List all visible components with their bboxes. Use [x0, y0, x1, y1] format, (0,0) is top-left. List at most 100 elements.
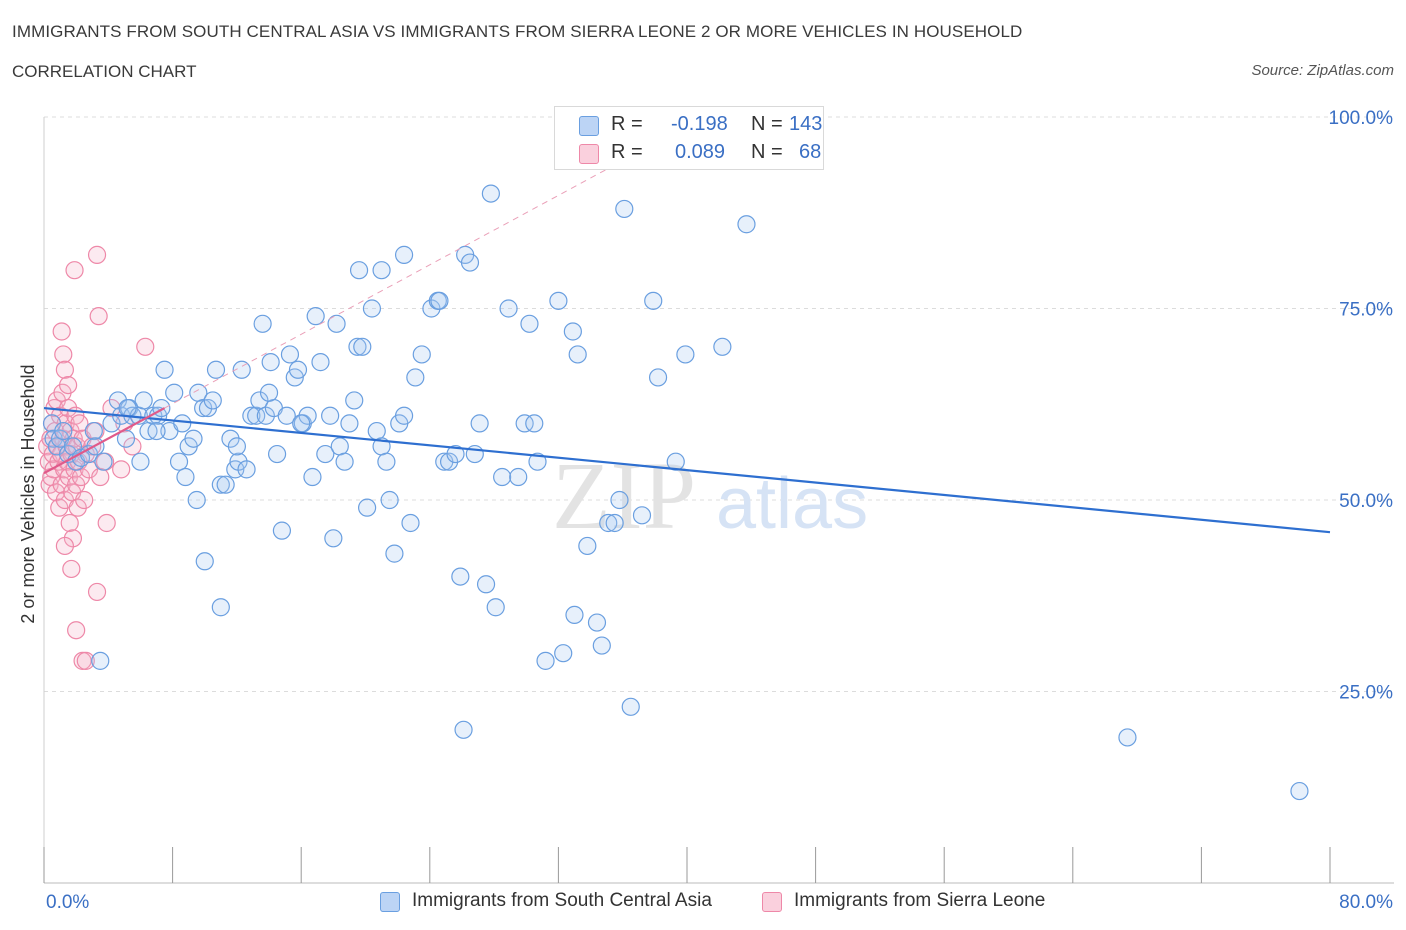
south-central-asia-point-126 — [131, 452, 150, 471]
south-central-asia-point-32 — [184, 429, 203, 448]
south-central-asia-point-74 — [367, 421, 386, 441]
south-central-asia-point-37 — [206, 360, 226, 379]
south-central-asia-point-124 — [91, 651, 110, 670]
series-sierra-leone-points — [38, 245, 155, 670]
legend-n-value: 143 — [789, 113, 823, 135]
south-central-asia-point-78 — [385, 544, 404, 563]
series-legend: Immigrants from South Central Asia Immig… — [0, 888, 1406, 916]
south-central-asia-point-39 — [216, 475, 235, 494]
south-central-asia-point-107 — [578, 536, 597, 556]
south-central-asia-point-89 — [451, 567, 470, 586]
sierra-leone-point-59 — [89, 307, 108, 326]
south-central-asia-point-73 — [362, 299, 382, 318]
legend-r-label: R = — [611, 113, 643, 135]
correlation-legend: R = -0.198 N = 143 R = 0.089 N = 68 — [554, 106, 824, 170]
sierra-leone-point-17 — [52, 475, 71, 494]
south-central-asia-point-91 — [460, 253, 480, 272]
sierra-leone-point-58 — [87, 245, 107, 264]
south-central-asia-point-67 — [335, 452, 354, 471]
south-central-asia-point-38 — [211, 475, 230, 494]
south-central-asia-point-65 — [324, 529, 343, 548]
south-central-asia-point-130 — [211, 598, 230, 617]
south-central-asia-point-16 — [116, 429, 136, 448]
legend-r-value: 0.089 — [675, 141, 726, 163]
south-central-asia-point-45 — [242, 406, 261, 425]
south-central-asia-point-34 — [194, 398, 213, 418]
sierra-leone-point-53 — [52, 322, 71, 341]
legend-r-value: -0.198 — [671, 113, 728, 135]
south-central-asia-point-48 — [253, 314, 272, 333]
south-central-asia-point-108 — [587, 613, 607, 632]
south-central-asia-point-93 — [470, 414, 489, 433]
south-central-asia-point-55 — [280, 345, 300, 364]
south-central-asia-point-10 — [84, 421, 103, 441]
south-central-asia-point-69 — [345, 391, 364, 410]
south-central-asia-point-119 — [676, 345, 695, 364]
south-central-asia-point-94 — [476, 575, 496, 594]
south-central-asia-point-62 — [311, 353, 330, 372]
sierra-leone-point-25 — [59, 398, 78, 418]
south-central-asia-point-71 — [353, 337, 372, 356]
watermark: ZIP atlas — [552, 442, 868, 549]
legend-n-value: 68 — [799, 141, 822, 163]
south-central-asia-point-50 — [261, 353, 280, 372]
sierra-leone-point-63 — [67, 621, 86, 640]
south-central-asia-point-123 — [1290, 781, 1309, 801]
south-central-asia-point-100 — [515, 414, 534, 433]
south-central-asia-point-30 — [176, 467, 195, 487]
south-central-asia-point-132 — [259, 383, 279, 402]
axes — [43, 117, 1394, 884]
south-central-asia-point-101 — [520, 314, 539, 333]
chart-title: IMMIGRANTS FROM SOUTH CENTRAL ASIA VS IM… — [12, 22, 1023, 41]
south-central-asia-point-115 — [632, 506, 652, 525]
south-central-asia-point-12 — [94, 452, 113, 471]
south-central-asia-point-97 — [493, 467, 512, 487]
south-central-asia-point-136 — [372, 261, 391, 280]
south-central-asia-point-64 — [321, 406, 340, 425]
south-central-asia-point-36 — [203, 391, 222, 410]
south-central-asia-point-20 — [134, 391, 153, 410]
sierra-leone-point-57 — [65, 261, 84, 280]
south-central-asia-point-111 — [605, 513, 624, 533]
south-central-asia-point-120 — [713, 337, 732, 356]
sierra-leone-point-56 — [59, 376, 78, 395]
south-central-asia-point-140 — [525, 414, 544, 433]
south-central-asia-point-29 — [173, 414, 192, 433]
south-central-asia-point-133 — [292, 414, 311, 433]
sierra-leone-point-67 — [97, 513, 116, 533]
sierra-leone-point-50 — [112, 460, 131, 479]
y-tick-label-3: 100.0% — [1329, 108, 1394, 129]
sierra-leone-point-42 — [75, 490, 94, 510]
south-central-asia-point-80 — [394, 406, 414, 425]
south-central-asia-point-117 — [648, 368, 668, 387]
south-central-asia-point-112 — [610, 490, 629, 510]
south-central-asia-point-47 — [250, 391, 269, 410]
y-tick-label-1: 50.0% — [1339, 491, 1393, 512]
x-tick-label-1: 80.0% — [1339, 892, 1393, 913]
south-central-asia-point-68 — [340, 414, 359, 433]
south-central-asia-point-77 — [380, 490, 399, 510]
south-central-asia-point-72 — [358, 498, 377, 517]
south-central-asia-point-70 — [348, 337, 367, 356]
source-credit: Source: ZipAtlas.com — [1251, 62, 1394, 79]
series-south-central-asia-points — [42, 184, 1309, 801]
grid-lines — [44, 116, 1394, 692]
south-central-asia-point-113 — [615, 199, 634, 219]
south-central-asia-point-138 — [430, 291, 449, 310]
south-central-asia-point-106 — [568, 345, 587, 364]
south-central-asia-point-131 — [227, 437, 246, 456]
sierra-leone-point-60 — [136, 337, 155, 356]
sierra-leone-point-54 — [54, 345, 73, 364]
south-central-asia-point-118 — [666, 452, 685, 471]
legend-swatch-blue — [579, 116, 599, 136]
south-central-asia-point-61 — [306, 307, 325, 326]
south-central-asia-point-128 — [187, 490, 206, 510]
series-legend-label: Immigrants from Sierra Leone — [794, 890, 1046, 911]
sierra-leone-point-65 — [76, 651, 95, 670]
legend-r-label: R = — [611, 141, 643, 163]
legend-n-label: N = — [751, 113, 783, 135]
south-central-asia-point-57 — [288, 360, 308, 379]
trend-line-sierra-leone — [43, 407, 166, 475]
south-central-asia-point-135 — [349, 261, 369, 280]
